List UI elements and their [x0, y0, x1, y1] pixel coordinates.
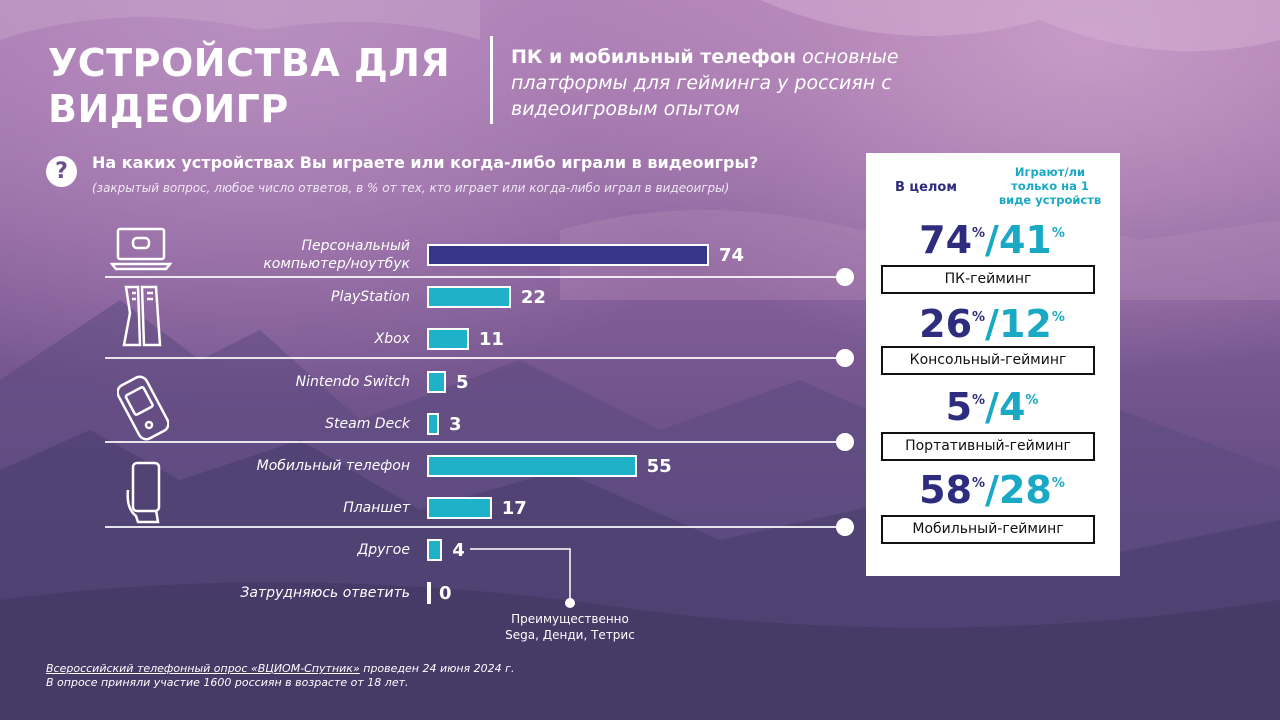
stat-total: 74 — [919, 218, 973, 262]
subtitle-rest: основные платформы для гейминга у россия… — [511, 46, 899, 120]
subtitle-bold: ПК и мобильный телефон — [511, 46, 797, 68]
bar-value: 11 — [478, 329, 504, 351]
callout-line-1: Преимущественно — [511, 612, 629, 626]
footer-source-name: Всероссийский телефонный опрос «ВЦИОМ-Сп… — [46, 662, 360, 675]
summary-stat: 58%/28% — [872, 468, 1112, 512]
laptop-icon — [110, 227, 172, 271]
bar — [427, 539, 443, 562]
stat-total: 58 — [919, 468, 973, 512]
group-separator — [105, 441, 840, 443]
stat-single: 12 — [998, 302, 1052, 346]
group-separator — [105, 357, 840, 359]
summary-stat: 74%/41% — [872, 218, 1112, 262]
summary-stat: 26%/12% — [872, 302, 1112, 346]
summary-header-single: Играют/ли только на 1 виде устройств — [998, 165, 1102, 207]
percent-sign: % — [1025, 393, 1039, 408]
summary-category-label: ПК-гейминг — [881, 265, 1095, 294]
bar-value: 74 — [719, 245, 745, 266]
bar-label: Планшет — [343, 500, 410, 517]
separator-dot — [836, 349, 854, 367]
bar — [427, 286, 511, 309]
footer-date: проведен 24 июня 2024 г. — [359, 662, 515, 675]
callout-connector — [470, 548, 575, 608]
playstation-icon — [122, 285, 162, 347]
summary-category-label: Мобильный-гейминг — [881, 515, 1095, 544]
separator-dot — [836, 268, 854, 286]
summary-header-total: В целом — [895, 180, 957, 195]
bar — [427, 581, 431, 604]
percent-sign: % — [1051, 226, 1065, 241]
question-icon: ? — [46, 156, 77, 187]
page-subtitle: ПК и мобильный телефон основные платформ… — [511, 44, 951, 122]
bar — [427, 412, 439, 435]
bar-label: Затрудняюсь ответить — [240, 584, 410, 601]
bar-label: Мобильный телефон — [256, 458, 410, 474]
percent-sign: % — [1051, 476, 1065, 491]
smartphone-icon — [126, 461, 161, 524]
bar-label: Персональный компьютер/ноутбук — [263, 238, 410, 272]
bar — [427, 244, 709, 266]
percent-sign: % — [972, 393, 986, 408]
question-text: На каких устройствах Вы играете или когд… — [92, 153, 759, 172]
question-note: (закрытый вопрос, любое число ответов, в… — [92, 181, 730, 195]
bar — [427, 455, 637, 477]
bar-label: PlayStation — [331, 289, 410, 306]
bar-value: 5 — [456, 371, 469, 393]
bar-value: 17 — [501, 498, 527, 520]
stat-total: 26 — [919, 302, 973, 346]
stat-single: 28 — [998, 468, 1052, 512]
title-line-2: ВИДЕОИГР — [48, 87, 289, 131]
bar — [427, 328, 469, 351]
title-line-1: УСТРОЙСТВА ДЛЯ — [48, 41, 451, 85]
bar-label: Xbox — [374, 331, 410, 348]
bar-label: Nintendo Switch — [295, 373, 410, 390]
group-separator — [105, 276, 840, 278]
footer-source: Всероссийский телефонный опрос «ВЦИОМ-Сп… — [46, 662, 514, 690]
stat-total: 5 — [945, 385, 973, 429]
stat-slash: / — [985, 302, 999, 346]
page-title: УСТРОЙСТВА ДЛЯ ВИДЕОИГР — [48, 40, 478, 132]
bar-value: 0 — [439, 582, 452, 604]
stat-single: 4 — [998, 385, 1026, 429]
callout-line-2: Sega, Денди, Тетрис — [505, 628, 635, 642]
stat-single: 41 — [998, 218, 1052, 262]
bar-value: 22 — [520, 287, 546, 309]
header-divider — [490, 36, 493, 124]
percent-sign: % — [1051, 310, 1065, 325]
stat-slash: / — [985, 218, 999, 262]
callout-note: Преимущественно Sega, Денди, Тетрис — [470, 611, 670, 643]
percent-sign: % — [972, 226, 986, 241]
group-separator — [105, 526, 840, 528]
bar-value: 4 — [452, 540, 465, 562]
stat-slash: / — [985, 385, 999, 429]
bar-label: Steam Deck — [325, 415, 410, 432]
stat-slash: / — [985, 468, 999, 512]
summary-category-label: Консольный-гейминг — [881, 346, 1095, 375]
bar — [427, 497, 492, 520]
separator-dot — [836, 518, 854, 536]
bar — [427, 370, 447, 393]
bar-value: 3 — [449, 413, 462, 435]
footer-line-2: В опросе приняли участие 1600 россиян в … — [46, 676, 409, 689]
bar-label: Другое — [357, 542, 410, 559]
separator-dot — [836, 433, 854, 451]
bar-value: 55 — [646, 456, 672, 477]
percent-sign: % — [972, 310, 986, 325]
summary-category-label: Портативный-гейминг — [881, 432, 1095, 461]
handheld-console-icon — [117, 375, 169, 441]
percent-sign: % — [972, 476, 986, 491]
summary-stat: 5%/4% — [872, 385, 1112, 429]
